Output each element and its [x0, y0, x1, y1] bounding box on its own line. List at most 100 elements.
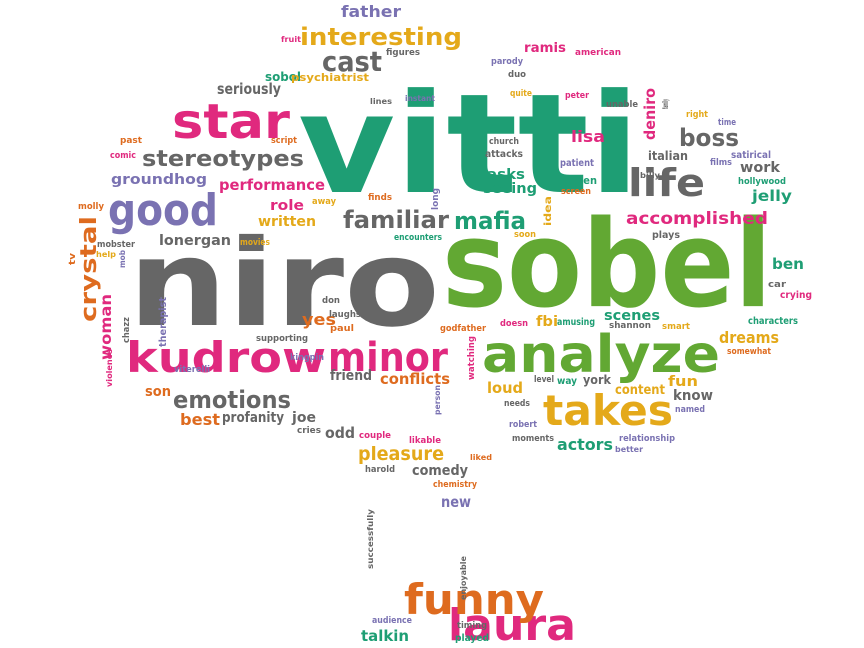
- cloud-word-named: named: [675, 405, 705, 415]
- cloud-word-fbi: fbi: [536, 314, 558, 330]
- cloud-word-better: better: [615, 445, 643, 454]
- cloud-word-actors: actors: [557, 435, 613, 454]
- cloud-word-crystal: crystal: [77, 216, 102, 322]
- cloud-word-unable: unable: [606, 100, 638, 110]
- cloud-word-son: son: [145, 384, 171, 400]
- cloud-word-away: away: [312, 197, 336, 207]
- cloud-word-men: men: [573, 174, 597, 187]
- cloud-word-jelly: jelly: [751, 187, 792, 205]
- cloud-word-sobol: sobol: [265, 70, 301, 84]
- cloud-word-odd: odd: [325, 424, 355, 442]
- cloud-word-lisa: lisa: [571, 127, 605, 146]
- cloud-word-woman: woman: [97, 294, 115, 360]
- cloud-word-ben: ben: [772, 255, 804, 273]
- cloud-word-family: family: [661, 99, 670, 109]
- cloud-word-don: don: [322, 296, 340, 306]
- cloud-word-crying: crying: [780, 290, 812, 301]
- cloud-word-level: level: [534, 375, 554, 385]
- cloud-word-seriously: seriously: [217, 80, 281, 98]
- cloud-word-mobster: mobster: [97, 240, 135, 250]
- cloud-word-script: script: [271, 136, 298, 146]
- cloud-word-enjoyable: enjoyable: [459, 555, 468, 600]
- cloud-word-church: church: [489, 137, 519, 147]
- cloud-word-deniro: deniro: [641, 88, 659, 140]
- cloud-word-kingpin: kingpin: [290, 353, 324, 363]
- cloud-word-screen: screen: [561, 187, 591, 197]
- cloud-word-comedy: comedy: [412, 463, 468, 479]
- cloud-word-analyze: analyze: [482, 325, 720, 385]
- cloud-word-kudrow: kudrow: [126, 333, 326, 382]
- cloud-word-attacks: attacks: [485, 149, 523, 160]
- cloud-word-doesn: doesn: [500, 319, 528, 329]
- cloud-word-content: content: [615, 383, 665, 398]
- cloud-word-finds: finds: [368, 193, 392, 203]
- cloud-word-figures: figures: [386, 48, 420, 58]
- cloud-word-time: time: [718, 118, 736, 128]
- cloud-word-robert: robert: [509, 420, 538, 430]
- cloud-word-quite: quite: [510, 89, 532, 99]
- cloud-word-hollywood: hollywood: [738, 177, 786, 187]
- cloud-word-interesting: interesting: [300, 23, 462, 51]
- cloud-word-violence: violence: [105, 348, 114, 387]
- cloud-word-relationship: relationship: [619, 434, 675, 444]
- cloud-word-friend: friend: [330, 368, 372, 384]
- cloud-word-encounters: encounters: [394, 233, 442, 243]
- cloud-word-italian: italian: [648, 149, 688, 163]
- cloud-word-written: written: [258, 214, 316, 230]
- cloud-word-lonergan: lonergan: [159, 233, 231, 249]
- cloud-word-chazz: chazz: [122, 317, 132, 343]
- cloud-word-sobel: sobel: [442, 196, 772, 335]
- cloud-word-smart: smart: [662, 322, 691, 332]
- cloud-word-person: person: [433, 385, 442, 415]
- cloud-word-minor: minor: [328, 335, 448, 381]
- cloud-word-car: car: [768, 280, 787, 290]
- cloud-word-profanity: profanity: [222, 410, 284, 426]
- cloud-word-mob: mob: [118, 250, 127, 268]
- cloud-word-played: played: [455, 633, 489, 644]
- cloud-word-plays: plays: [652, 230, 680, 241]
- cloud-word-star: star: [172, 94, 290, 150]
- cloud-word-boss: boss: [679, 124, 739, 152]
- cloud-word-new: new: [441, 493, 471, 511]
- cloud-word-mafia: mafia: [454, 207, 526, 235]
- cloud-word-couple: couple: [359, 431, 391, 441]
- cloud-word-amusing: amusing: [557, 317, 595, 328]
- cloud-word-stereotypes: stereotypes: [142, 147, 304, 172]
- cloud-word-asks: asks: [487, 167, 525, 183]
- cloud-word-past: past: [120, 136, 143, 146]
- cloud-word-groundhog: groundhog: [111, 172, 207, 188]
- cloud-word-instant: instant: [405, 94, 435, 103]
- cloud-word-timing: timing: [457, 621, 487, 631]
- cloud-word-fruit: fruit: [281, 35, 301, 44]
- cloud-word-viterelli: viterelli: [174, 365, 210, 375]
- cloud-word-satirical: satirical: [731, 150, 771, 161]
- cloud-word-funny: funny: [404, 575, 544, 624]
- cloud-word-moments: moments: [512, 434, 554, 444]
- cloud-word-ramis: ramis: [524, 41, 566, 56]
- cloud-word-somewhat: somewhat: [727, 347, 772, 357]
- cloud-word-laura: laura: [448, 600, 576, 648]
- cloud-word-therapist: therapist: [158, 297, 169, 347]
- cloud-word-niro: niro: [128, 215, 440, 354]
- cloud-word-best: best: [180, 410, 220, 429]
- cloud-word-right: right: [686, 110, 709, 120]
- cloud-word-performance: performance: [219, 176, 325, 194]
- cloud-word-accomplished: accomplished: [626, 209, 768, 229]
- cloud-word-vitti: vitti: [298, 64, 640, 225]
- cloud-word-watching: watching: [467, 336, 477, 380]
- cloud-word-father: father: [341, 2, 401, 21]
- cloud-word-way: way: [557, 376, 577, 387]
- cloud-word-chemistry: chemistry: [433, 480, 477, 490]
- cloud-word-conflicts: conflicts: [380, 370, 450, 388]
- cloud-word-successfully: successfully: [366, 508, 375, 569]
- cloud-word-parody: parody: [491, 57, 523, 67]
- cloud-word-characters: characters: [748, 316, 798, 327]
- cloud-word-laughs: laughs: [329, 310, 361, 320]
- cloud-word-soon: soon: [514, 230, 536, 240]
- cloud-word-peter: peter: [565, 91, 589, 101]
- cloud-word-pleasure: pleasure: [358, 443, 444, 465]
- cloud-word-familiar: familiar: [343, 206, 449, 234]
- cloud-word-work: work: [740, 160, 781, 176]
- cloud-word-lines: lines: [370, 97, 392, 106]
